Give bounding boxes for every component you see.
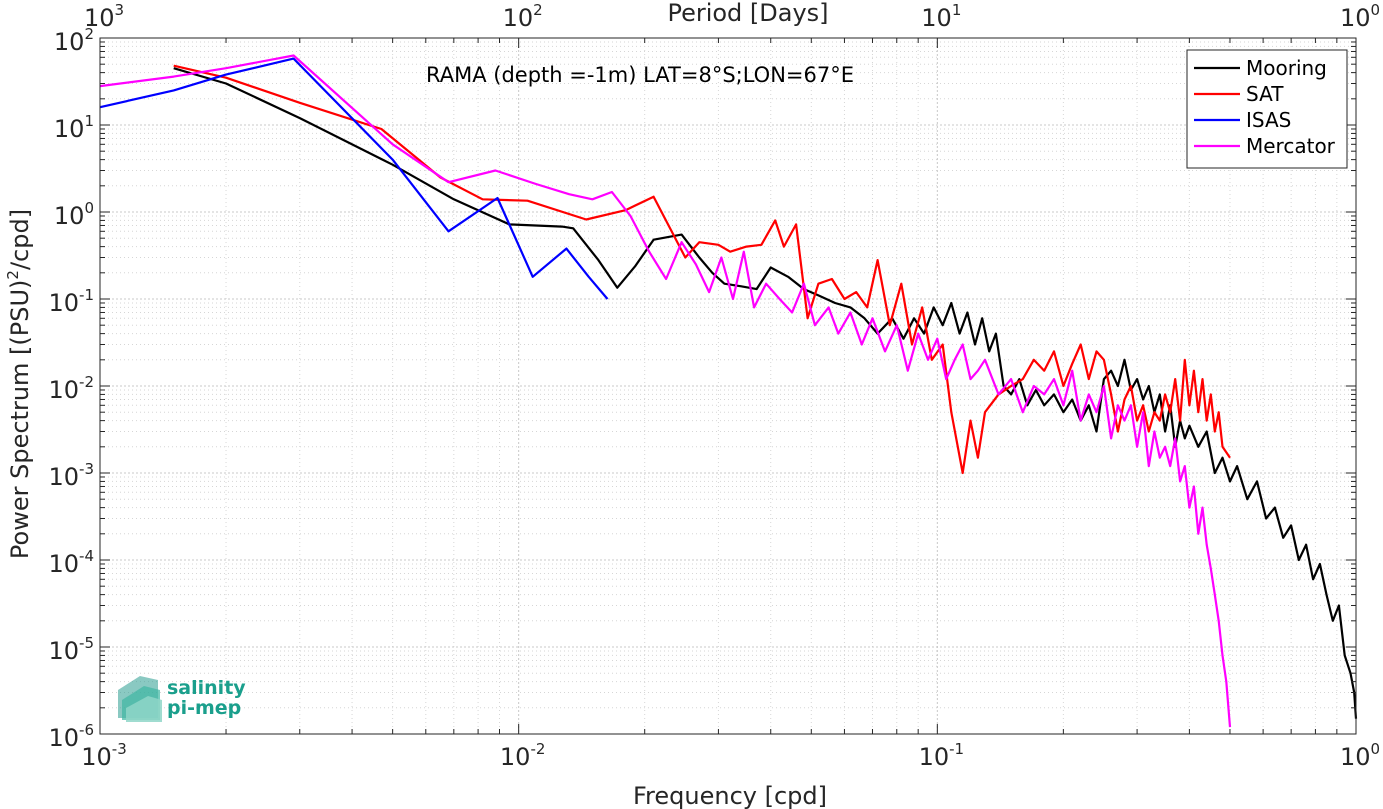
series-line-mercator: [99, 54, 1232, 728]
y-tick-label: 10-5: [48, 634, 94, 665]
chart-title: RAMA (depth =-1m) LAT=8°S;LON=67°E: [426, 63, 854, 87]
y-tick-labels: 102 101 100 10-1 10-2 10-3 10-4 10-5 10-6: [48, 25, 94, 752]
x-axis-label: Frequency [cpd]: [633, 782, 827, 809]
series-line-mooring: [173, 67, 1358, 719]
x-tick-label: 100: [1340, 740, 1380, 771]
top-tick-labels: 103 102 101 100: [84, 1, 1380, 32]
y-tick-label: 100: [54, 199, 94, 230]
minor-grid: [100, 38, 1356, 734]
y-tick-label: 102: [54, 25, 94, 56]
tick-marks: [99, 37, 1357, 735]
legend-label-sat: SAT: [1246, 82, 1284, 106]
series-layer: [99, 54, 1358, 728]
y-axis-label: Power Spectrum [(PSU)2/cpd]: [4, 209, 34, 559]
x-tick-label: 10-2: [500, 740, 546, 771]
y-tick-label: 10-3: [48, 460, 94, 491]
x-tick-label: 10-1: [919, 740, 965, 771]
top-tick-label: 100: [1340, 1, 1380, 32]
logo-text-salinity: salinity: [167, 677, 246, 699]
y-axis-label-sup: 2: [4, 270, 22, 280]
top-tick-label: 102: [503, 1, 543, 32]
top-tick-label: 101: [921, 1, 961, 32]
salinity-pi-mep-logo: salinity pi-mep: [118, 676, 246, 722]
y-axis-label-main: Power Spectrum [(PSU): [6, 280, 34, 559]
top-axis-label: Period [Days]: [667, 0, 828, 27]
legend-box: [1186, 49, 1348, 169]
wave-logo-icon: [118, 676, 162, 722]
top-tick-label: 103: [84, 1, 124, 32]
y-tick-label: 10-2: [48, 373, 94, 404]
y-tick-label: 101: [54, 112, 94, 143]
logo-text-pimep: pi-mep: [167, 697, 241, 719]
legend-label-mercator: Mercator: [1246, 134, 1336, 158]
x-tick-label: 10-3: [81, 740, 127, 771]
y-tick-label: 10-1: [48, 286, 94, 317]
x-tick-labels: 10-3 10-2 10-1 100: [81, 740, 1380, 771]
y-tick-label: 10-6: [48, 721, 94, 752]
y-axis-label-tail: /cpd]: [6, 209, 34, 270]
series-line-isas: [99, 57, 609, 300]
legend-label-isas: ISAS: [1246, 108, 1291, 132]
series-line-sat: [173, 64, 1231, 475]
y-tick-label: 10-4: [48, 547, 94, 578]
legend-label-mooring: Mooring: [1246, 56, 1327, 80]
